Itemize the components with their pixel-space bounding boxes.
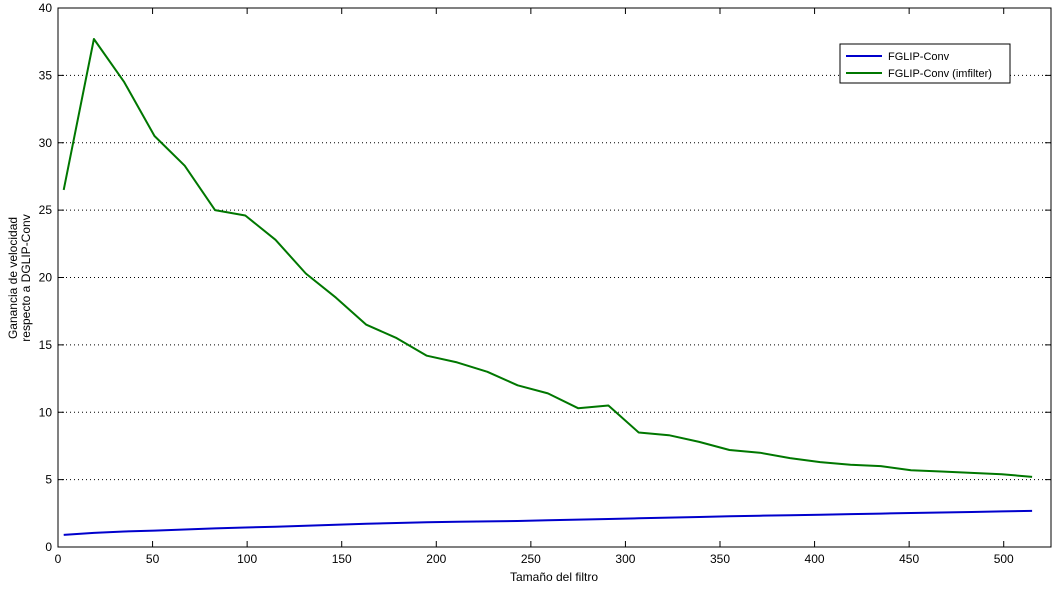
y-axis-title-line-2: respecto a DGLIP-Conv [19, 214, 33, 341]
x-tick-label: 50 [146, 552, 160, 566]
x-tick-label: 300 [615, 552, 635, 566]
y-tick-label: 35 [39, 68, 53, 82]
y-tick-label: 30 [39, 136, 53, 150]
y-tick-label: 20 [39, 271, 53, 285]
y-tick-label: 5 [45, 473, 52, 487]
x-tick-label: 200 [426, 552, 446, 566]
y-tick-label: 15 [39, 338, 53, 352]
y-axis-title: Ganancia de velocidad respecto a DGLIP-C… [6, 214, 33, 341]
x-tick-label: 350 [710, 552, 730, 566]
x-tick-label: 400 [805, 552, 825, 566]
y-tick-label: 10 [39, 405, 53, 419]
x-tick-label: 100 [237, 552, 257, 566]
series-line-fglip-conv-imfilter [62, 38, 1033, 478]
legend-label-fglip-conv: FGLIP-Conv [888, 51, 950, 63]
x-tick-label: 450 [899, 552, 919, 566]
x-tick-label: 250 [521, 552, 541, 566]
y-tick-label: 0 [45, 540, 52, 554]
grid [58, 74, 1051, 481]
y-tick-label: 25 [39, 203, 53, 217]
x-tick-label: 500 [994, 552, 1014, 566]
x-axis-title: Tamaño del filtro [510, 570, 598, 584]
x-tick-label: 0 [55, 552, 62, 566]
x-tick-label: 150 [332, 552, 352, 566]
series-line-fglip-conv [63, 509, 1033, 536]
legend-label-fglip-conv-imfilter: FGLIP-Conv (imfilter) [888, 68, 992, 80]
legend: FGLIP-Conv FGLIP-Conv (imfilter) [839, 43, 1011, 84]
y-tick-label: 40 [39, 1, 53, 15]
y-axis-title-line-1: Ganancia de velocidad [6, 217, 20, 339]
legend-box [839, 43, 1011, 84]
series-layer [62, 38, 1033, 536]
